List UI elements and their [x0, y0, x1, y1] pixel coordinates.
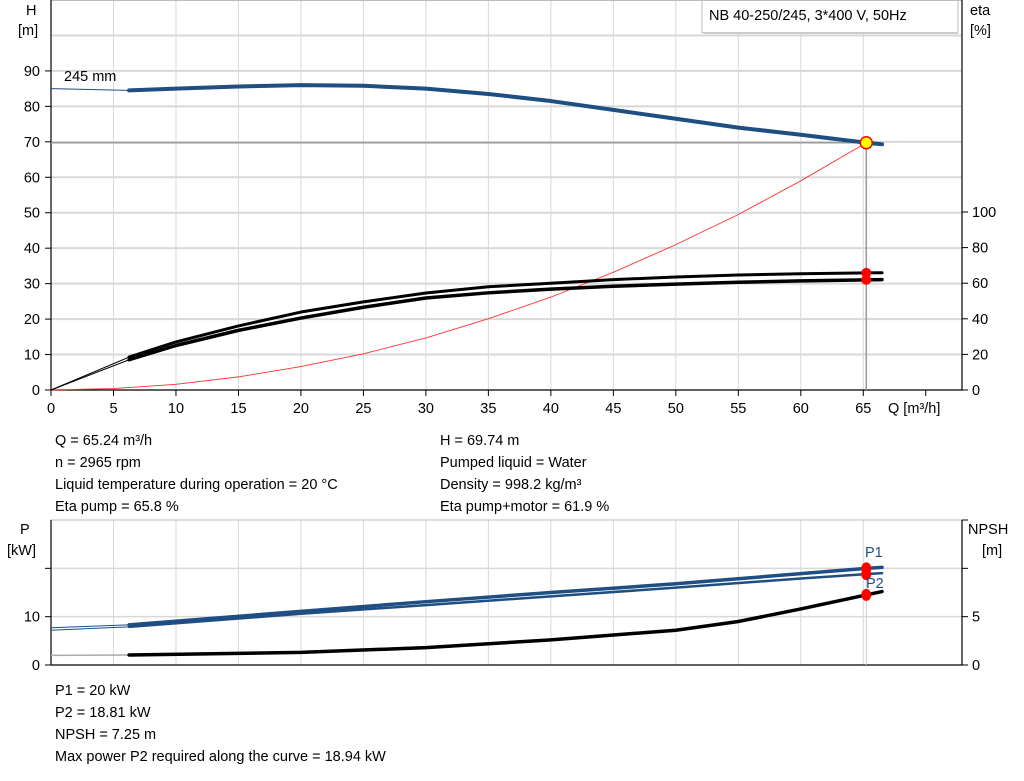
y-axis-unit-left: [kW] [7, 543, 36, 559]
y-axis-unit-right: [%] [970, 23, 991, 39]
p2-marker [861, 568, 872, 581]
eta-pump-motor-curve [127, 277, 884, 362]
npsh-marker [861, 588, 872, 601]
p1-curve [127, 565, 884, 627]
p1-label: P1 [865, 545, 883, 561]
y-tick-label-right: 80 [972, 241, 988, 257]
y-tick-label-right: 0 [972, 383, 980, 399]
info-right-line: Density = 998.2 kg/m³ [440, 477, 582, 493]
plot-frame-top [50, 0, 963, 391]
eta-pump-motor-marker [861, 274, 872, 285]
y-tick-label-left: 10 [24, 348, 40, 364]
x-tick-label: 55 [730, 401, 746, 417]
y-axis-label-left: P [20, 522, 30, 538]
x-tick-label: 65 [855, 401, 871, 417]
p2-label: P2 [866, 576, 884, 592]
y-tick-label-left: 20 [24, 312, 40, 328]
y-tick-label-left: 30 [24, 277, 40, 293]
y-tick-label-left: 0 [32, 658, 40, 674]
chart-title: NB 40-250/245, 3*400 V, 50Hz [709, 8, 907, 24]
x-tick-label: 35 [480, 401, 496, 417]
info-left-line: Liquid temperature during operation = 20… [55, 477, 338, 493]
p2-curve [127, 571, 884, 629]
y-tick-label-left: 70 [24, 135, 40, 151]
info-right-line: H = 69.74 m [440, 433, 519, 449]
legend-box [701, 0, 959, 33]
y-tick-label-right: 60 [972, 276, 988, 292]
y-axis-label-left: H [26, 3, 36, 19]
y-axis-label-right: NPSH [968, 522, 1008, 538]
x-tick-label: 10 [168, 401, 184, 417]
x-tick-label: 40 [543, 401, 559, 417]
curve-label: 245 mm [64, 69, 116, 85]
x-tick-label: 5 [109, 401, 117, 417]
info-left-line: Q = 65.24 m³/h [55, 433, 152, 449]
y-tick-label-right: 20 [972, 347, 988, 363]
info-bottom-line: NPSH = 7.25 m [55, 727, 156, 743]
y-axis-label-right: eta [970, 3, 991, 19]
y-tick-label-right: 100 [972, 205, 996, 221]
eta-pump-motor-curve-low-flow [50, 359, 130, 391]
y-tick-label-left: 10 [24, 610, 40, 626]
p1-curve-low-flow [50, 624, 130, 629]
y-tick-label-left: 50 [24, 206, 40, 222]
p2-curve-low-flow [50, 626, 130, 631]
y-tick-label-left: 60 [24, 170, 40, 186]
y-axis-unit-right: [m] [982, 543, 1002, 559]
y-tick-label-left: 40 [24, 241, 40, 257]
info-right-line: Pumped liquid = Water [440, 455, 587, 471]
y-tick-label-right: 5 [972, 610, 980, 626]
x-tick-label: 60 [793, 401, 809, 417]
x-axis-label: Q [m³/h] [888, 401, 940, 417]
x-tick-label: 45 [605, 401, 621, 417]
x-tick-label: 15 [230, 401, 246, 417]
y-tick-label-right: 40 [972, 312, 988, 328]
info-bottom-line: Max power P2 required along the curve = … [55, 749, 386, 765]
info-bottom-line: P2 = 18.81 kW [55, 705, 151, 721]
npsh-curve [127, 589, 884, 657]
x-tick-label: 25 [355, 401, 371, 417]
eta-pump-marker [861, 267, 872, 278]
x-tick-label: 50 [668, 401, 684, 417]
x-tick-label: 30 [418, 401, 434, 417]
head-curve-low-flow [50, 88, 130, 91]
info-left-line: Eta pump = 65.8 % [55, 499, 179, 515]
x-tick-label: 20 [293, 401, 309, 417]
info-bottom-line: P1 = 20 kW [55, 683, 131, 699]
y-tick-label-left: 80 [24, 99, 40, 115]
y-axis-unit-left: [m] [18, 23, 38, 39]
info-right-line: Eta pump+motor = 61.9 % [440, 499, 609, 515]
info-left-line: n = 2965 rpm [55, 455, 141, 471]
system-curve [50, 142, 867, 391]
y-tick-label-left: 0 [32, 383, 40, 399]
x-tick-label: 0 [47, 401, 55, 417]
eta-pump-curve [127, 271, 884, 359]
head-curve [127, 83, 885, 147]
y-tick-label-left: 90 [24, 64, 40, 80]
duty-point-marker [859, 135, 874, 150]
y-tick-label-right: 0 [972, 658, 980, 674]
